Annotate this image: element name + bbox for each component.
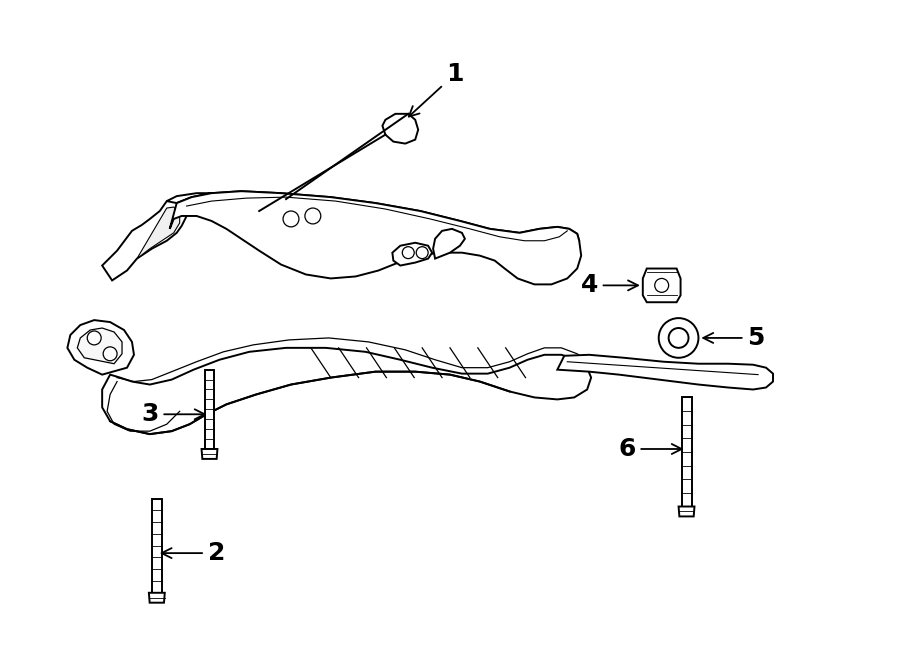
Polygon shape: [137, 207, 180, 258]
Text: 5: 5: [703, 326, 765, 350]
Text: 3: 3: [141, 403, 204, 426]
Circle shape: [659, 318, 698, 358]
Polygon shape: [433, 229, 465, 258]
Polygon shape: [103, 199, 186, 280]
Polygon shape: [202, 449, 218, 459]
Polygon shape: [170, 191, 581, 284]
Polygon shape: [152, 498, 162, 593]
Text: 6: 6: [618, 437, 681, 461]
Circle shape: [305, 208, 320, 224]
Text: 2: 2: [162, 541, 225, 565]
Polygon shape: [392, 243, 432, 266]
Text: 1: 1: [409, 62, 464, 116]
Polygon shape: [679, 506, 695, 516]
Polygon shape: [204, 369, 214, 449]
Circle shape: [654, 278, 669, 292]
Polygon shape: [557, 355, 773, 389]
Circle shape: [104, 347, 117, 361]
Circle shape: [283, 211, 299, 227]
Polygon shape: [681, 397, 691, 506]
Polygon shape: [68, 320, 134, 375]
Polygon shape: [77, 328, 122, 364]
Polygon shape: [148, 593, 165, 603]
Circle shape: [669, 328, 689, 348]
Circle shape: [416, 247, 428, 258]
Text: 4: 4: [580, 274, 638, 297]
Circle shape: [402, 247, 414, 258]
Circle shape: [87, 331, 101, 345]
Polygon shape: [643, 268, 680, 302]
Polygon shape: [166, 191, 580, 249]
Polygon shape: [103, 348, 591, 434]
Polygon shape: [382, 114, 418, 143]
